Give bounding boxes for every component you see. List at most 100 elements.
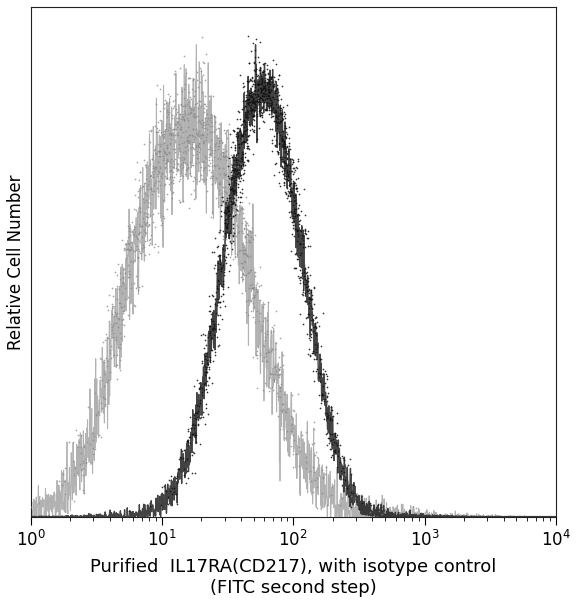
Point	[199, 138, 208, 148]
Point	[190, 175, 199, 184]
Point	[251, 96, 261, 106]
Point	[154, 147, 164, 157]
Point	[309, 315, 318, 325]
Point	[303, 233, 312, 242]
Point	[149, 172, 158, 182]
Point	[186, 105, 195, 115]
Point	[286, 246, 295, 255]
Point	[206, 150, 215, 159]
Point	[297, 289, 306, 299]
Point	[177, 124, 186, 134]
Point	[202, 174, 211, 184]
Point	[205, 165, 214, 175]
Point	[286, 154, 295, 164]
Point	[227, 174, 236, 184]
Point	[139, 242, 149, 252]
Point	[174, 454, 183, 464]
Point	[247, 124, 257, 133]
Point	[240, 136, 249, 146]
Point	[262, 65, 272, 74]
Point	[344, 478, 353, 487]
Point	[226, 159, 235, 169]
Point	[306, 294, 316, 304]
Point	[219, 152, 228, 162]
Point	[194, 378, 203, 388]
Point	[155, 151, 165, 161]
Point	[129, 225, 139, 234]
Point	[143, 179, 153, 189]
Point	[313, 482, 322, 492]
Point	[258, 303, 268, 312]
Point	[223, 205, 232, 214]
Point	[142, 158, 151, 167]
Point	[172, 122, 181, 132]
Point	[120, 240, 129, 249]
Point	[276, 424, 285, 434]
Point	[258, 316, 268, 326]
Point	[221, 234, 231, 243]
Point	[223, 214, 232, 224]
Point	[184, 130, 193, 140]
Point	[154, 208, 163, 217]
Point	[184, 73, 194, 83]
Point	[251, 104, 260, 114]
Point	[266, 112, 275, 122]
Point	[269, 326, 278, 336]
Point	[260, 89, 269, 99]
Point	[248, 283, 257, 292]
Point	[129, 300, 139, 310]
Point	[99, 337, 108, 347]
Point	[134, 286, 143, 295]
Point	[269, 82, 278, 92]
Point	[278, 170, 287, 179]
Point	[230, 165, 239, 175]
Point	[213, 133, 223, 143]
Point	[269, 92, 278, 101]
Point	[234, 226, 243, 236]
Point	[225, 173, 234, 183]
Point	[229, 126, 239, 135]
Point	[72, 469, 81, 478]
Point	[206, 112, 216, 121]
Point	[178, 109, 187, 118]
Point	[265, 76, 274, 85]
Point	[273, 74, 282, 83]
Point	[215, 154, 224, 164]
Point	[323, 500, 332, 510]
Point	[163, 499, 172, 509]
Point	[217, 193, 226, 202]
Point	[258, 88, 268, 98]
Point	[228, 211, 238, 220]
Point	[249, 111, 258, 120]
Point	[228, 166, 237, 176]
Point	[127, 245, 136, 254]
Point	[183, 425, 192, 434]
Point	[299, 271, 309, 281]
Point	[219, 251, 228, 260]
Point	[294, 210, 303, 220]
Point	[199, 137, 208, 147]
Point	[377, 502, 386, 512]
Point	[209, 161, 218, 170]
Point	[255, 65, 264, 75]
Point	[263, 91, 272, 100]
Point	[153, 140, 162, 149]
Point	[306, 329, 316, 338]
Point	[228, 126, 238, 135]
Point	[294, 173, 303, 183]
Point	[228, 160, 237, 170]
Point	[244, 237, 253, 247]
Point	[154, 125, 164, 135]
Point	[176, 159, 185, 169]
Point	[210, 347, 220, 357]
Point	[294, 216, 303, 226]
Point	[165, 129, 174, 139]
Point	[228, 185, 238, 195]
Point	[244, 31, 253, 41]
Point	[103, 333, 113, 342]
Point	[269, 108, 279, 117]
Point	[188, 124, 198, 133]
Point	[275, 138, 284, 147]
Point	[155, 115, 165, 124]
Point	[218, 197, 228, 207]
